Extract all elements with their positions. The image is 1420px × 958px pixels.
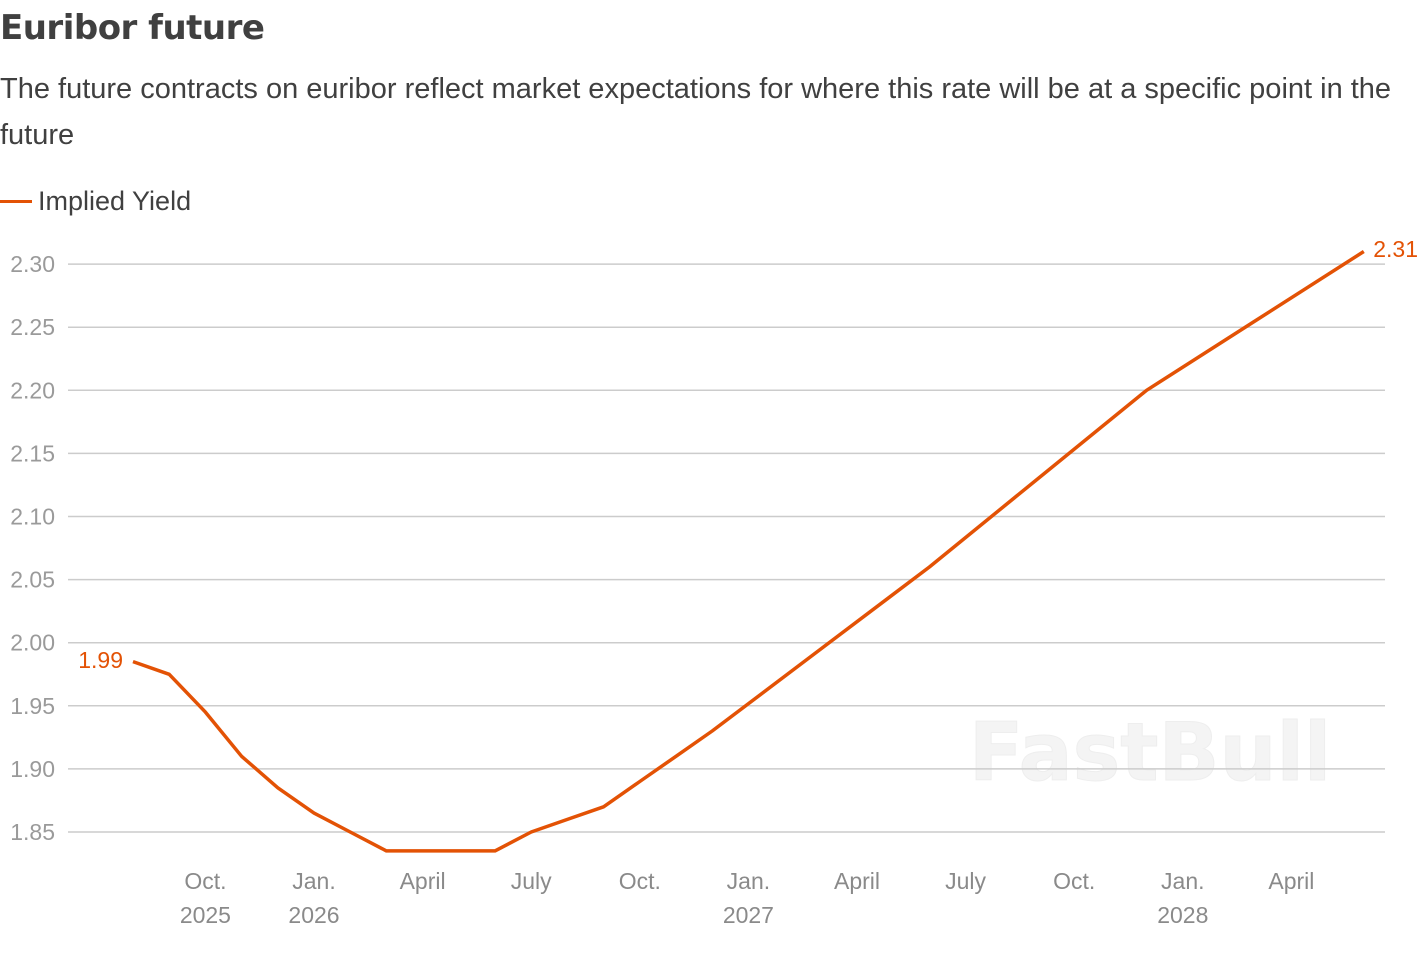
y-tick-label: 2.25: [10, 314, 55, 340]
chart-title: Euribor future: [0, 8, 265, 48]
x-tick-year: 2028: [1157, 902, 1208, 928]
x-tick-label: July: [945, 868, 986, 894]
x-tick-label: Oct.: [184, 868, 226, 894]
x-tick-year: 2026: [288, 902, 339, 928]
chart-subtitle: The future contracts on euribor reflect …: [0, 73, 1392, 151]
legend-label: Implied Yield: [38, 186, 192, 216]
y-tick-label: 2.15: [10, 440, 55, 466]
watermark: FastBull: [969, 706, 1332, 799]
y-tick-label: 1.90: [10, 756, 55, 782]
x-tick-label: Jan.: [1161, 868, 1204, 894]
y-tick-label: 2.10: [10, 504, 55, 530]
x-tick-label: Jan.: [292, 868, 335, 894]
x-tick-year: 2027: [723, 902, 774, 928]
x-tick-year: 2025: [180, 902, 231, 928]
y-tick-label: 2.30: [10, 251, 55, 277]
first-value-label: 1.99: [78, 647, 123, 673]
y-tick-label: 2.00: [10, 630, 55, 656]
y-tick-label: 2.20: [10, 377, 55, 403]
x-tick-label: July: [511, 868, 552, 894]
x-tick-label: April: [400, 868, 446, 894]
y-tick-label: 2.05: [10, 567, 55, 593]
y-tick-label: 1.95: [10, 693, 55, 719]
x-tick-label: Oct.: [1053, 868, 1095, 894]
last-value-label: 2.31: [1373, 236, 1418, 262]
x-tick-label: April: [834, 868, 880, 894]
legend-swatch: [0, 200, 32, 203]
x-tick-label: Jan.: [727, 868, 770, 894]
y-tick-label: 1.85: [10, 819, 55, 845]
x-tick-label: April: [1268, 868, 1314, 894]
x-tick-label: Oct.: [619, 868, 661, 894]
legend: Implied Yield: [0, 186, 191, 217]
